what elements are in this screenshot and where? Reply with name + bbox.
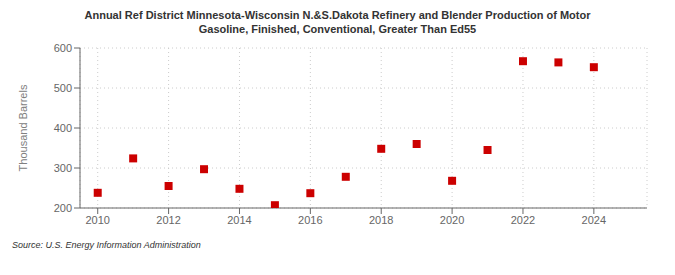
html-text:Gasoline, Finished, Convention: Gasoline, Finished, Conventional, Greate…: [198, 23, 477, 35]
svg-text:2014: 2014: [227, 214, 251, 226]
svg-text:2020: 2020: [440, 214, 464, 226]
svg-text:2022: 2022: [511, 214, 535, 226]
svg-text:Thousand Barrels: Thousand Barrels: [17, 84, 29, 171]
html-text:Annual Ref District Minnesota-: Annual Ref District Minnesota-Wisconsin …: [84, 9, 591, 21]
svg-text:2018: 2018: [369, 214, 393, 226]
svg-text:500: 500: [54, 82, 72, 94]
svg-text:2016: 2016: [298, 214, 322, 226]
svg-text:600: 600: [54, 42, 72, 54]
svg-text:2012: 2012: [156, 214, 180, 226]
svg-text:300: 300: [54, 162, 72, 174]
svg-text:400: 400: [54, 122, 72, 134]
svg-text:200: 200: [54, 202, 72, 214]
svg-text:2024: 2024: [582, 214, 606, 226]
html-text:Source: U.S. Energy Informatio: Source: U.S. Energy Information Administ…: [12, 240, 201, 250]
svg-text:2010: 2010: [85, 214, 109, 226]
